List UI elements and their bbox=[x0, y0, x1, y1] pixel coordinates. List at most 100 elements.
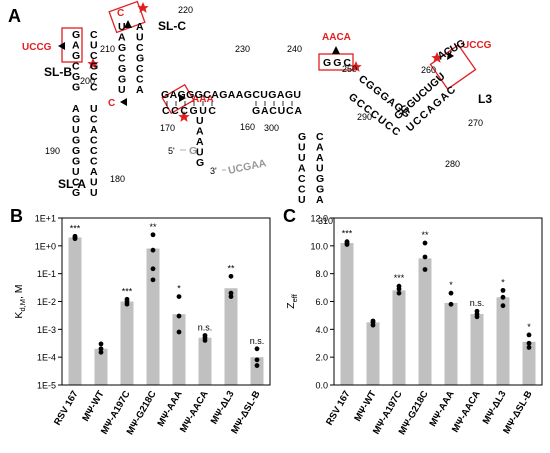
nucleotide: C bbox=[136, 42, 144, 54]
y-tick-label: 12.0 bbox=[310, 214, 328, 224]
nucleotide: U bbox=[90, 103, 98, 115]
diagram-label: SL-C bbox=[158, 19, 186, 33]
position-number: 3' bbox=[210, 166, 217, 176]
data-point bbox=[176, 313, 182, 319]
mutation-box bbox=[429, 44, 477, 90]
bar bbox=[172, 314, 186, 385]
arrowhead bbox=[58, 42, 65, 50]
bar bbox=[366, 322, 380, 385]
x-tick-label: MΨ-ΔL3 bbox=[209, 389, 237, 426]
significance: *** bbox=[122, 286, 133, 296]
position-number: 260 bbox=[421, 65, 436, 75]
x-tick-label: RSV 167 bbox=[52, 389, 81, 427]
data-point bbox=[72, 236, 78, 242]
diagram-label: C bbox=[108, 98, 115, 109]
significance: *** bbox=[70, 223, 81, 233]
y-tick-label: 6.0 bbox=[315, 297, 328, 307]
x-tick-label: MΨ-ΔL3 bbox=[481, 389, 509, 426]
bar bbox=[250, 357, 264, 385]
y-axis-label-part: Z bbox=[285, 302, 297, 309]
nucleotide: C bbox=[118, 53, 126, 65]
sequence: CCCGUC bbox=[162, 105, 216, 117]
position-number: 230 bbox=[235, 44, 250, 54]
nucleotide: G bbox=[90, 61, 98, 73]
significance: ** bbox=[421, 230, 429, 240]
x-tick-label: RSV 167 bbox=[324, 389, 353, 427]
nucleotide: C bbox=[90, 71, 98, 83]
arrowhead bbox=[447, 52, 454, 60]
nucleotide: C bbox=[298, 184, 306, 196]
data-point bbox=[474, 314, 480, 320]
bar bbox=[146, 248, 160, 385]
data-point bbox=[526, 340, 532, 346]
panel-label: C bbox=[283, 206, 296, 226]
y-axis-label: Zeff bbox=[285, 293, 299, 309]
nucleotide: C bbox=[72, 61, 80, 73]
arrowhead bbox=[120, 98, 127, 106]
bar bbox=[224, 288, 238, 385]
diagram-label: A bbox=[8, 6, 21, 26]
data-point bbox=[526, 345, 532, 350]
data-point bbox=[500, 303, 506, 309]
bar bbox=[198, 337, 212, 385]
y-tick-label: 0.0 bbox=[315, 381, 328, 391]
data-point bbox=[500, 287, 506, 293]
y-axis-label-part: , M bbox=[13, 284, 25, 299]
position-number: 210 bbox=[100, 44, 115, 54]
nucleotide: A bbox=[136, 84, 144, 96]
nucleotide: U bbox=[298, 142, 306, 154]
position-number: 5' bbox=[168, 146, 175, 156]
sequence: GGC bbox=[323, 57, 351, 69]
bar-chart: BKd,M, M1E-51E-41E-31E-21E-11E+01E+1***R… bbox=[10, 206, 271, 437]
data-point bbox=[500, 294, 506, 300]
sequence: G bbox=[189, 145, 197, 157]
nucleotide: G bbox=[72, 135, 80, 147]
nucleotide: U bbox=[196, 147, 204, 159]
nucleotide: C bbox=[298, 173, 306, 185]
data-point bbox=[254, 363, 260, 368]
plot-frame bbox=[61, 217, 271, 386]
diagram-label: AAA bbox=[192, 94, 214, 105]
nucleotide: C bbox=[90, 50, 98, 62]
bar bbox=[94, 348, 108, 385]
nucleotide: G bbox=[136, 53, 144, 65]
data-point bbox=[448, 301, 454, 307]
significance: ** bbox=[149, 222, 157, 232]
position-number: 300 bbox=[264, 123, 279, 133]
data-point bbox=[228, 273, 234, 279]
position-number: 270 bbox=[468, 118, 483, 128]
significance: *** bbox=[394, 273, 405, 283]
nucleotide: G bbox=[72, 114, 80, 126]
nucleotide: A bbox=[316, 194, 324, 206]
nucleotide: U bbox=[298, 194, 306, 206]
nucleotide: U bbox=[90, 187, 98, 199]
sequence: GAGGGCAGAAGCUGAGU bbox=[161, 89, 301, 101]
y-axis-label-part: d,M bbox=[18, 299, 27, 312]
data-point bbox=[448, 290, 454, 296]
nucleotide: A bbox=[298, 163, 306, 175]
significance: n.s. bbox=[198, 323, 213, 333]
data-point bbox=[150, 247, 156, 253]
bar bbox=[418, 258, 432, 385]
position-number: 180 bbox=[110, 174, 125, 184]
diagram-label: UCCG bbox=[22, 42, 52, 53]
data-point bbox=[228, 290, 234, 296]
nucleotide: C bbox=[136, 63, 144, 75]
nucleotide: G bbox=[72, 145, 80, 157]
plot-frame bbox=[333, 217, 543, 386]
panel-label: B bbox=[10, 206, 23, 226]
y-tick-label: 1E-2 bbox=[37, 297, 56, 307]
bar bbox=[392, 290, 406, 385]
y-tick-label: 2.0 bbox=[315, 353, 328, 363]
arrowhead bbox=[332, 46, 340, 54]
nucleotide: G bbox=[196, 157, 204, 169]
nucleotide: C bbox=[72, 177, 80, 189]
data-point bbox=[422, 240, 428, 246]
y-tick-label: 1E-3 bbox=[37, 325, 56, 335]
